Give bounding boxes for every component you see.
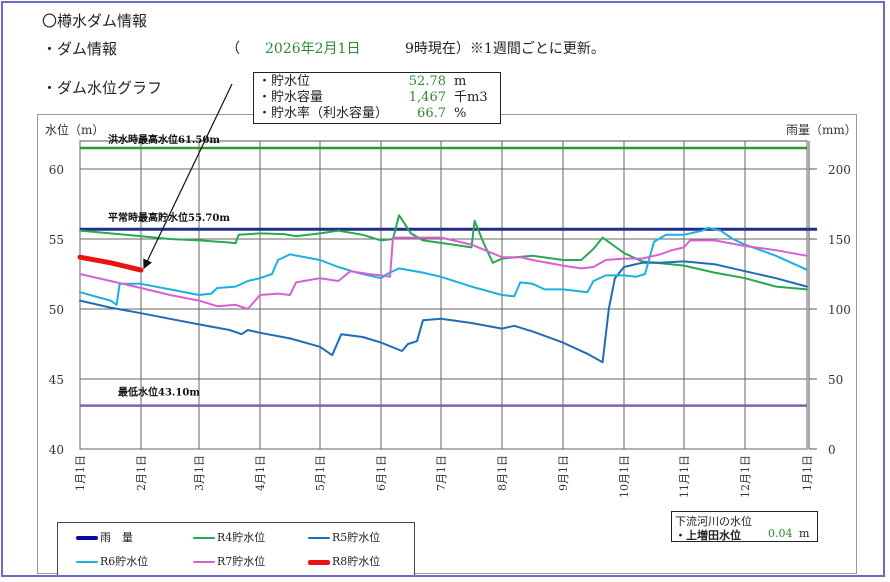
info-label: ・貯水率（利水容量） bbox=[258, 106, 389, 121]
info-label: ・貯水容量 bbox=[258, 90, 324, 105]
info-value: 1,467 bbox=[408, 90, 446, 105]
downstream-title: 下流河川の水位 bbox=[675, 515, 752, 528]
graph-heading: ・ダム水位グラフ bbox=[42, 79, 163, 97]
legend-swatch bbox=[193, 561, 215, 563]
legend-swatch bbox=[193, 537, 215, 539]
info-value: 66.7 bbox=[417, 106, 446, 121]
storage-info-box: ・貯水位 52.78 m ・貯水容量 1,467 千m3 ・貯水率（利水容量） … bbox=[253, 72, 501, 124]
downstream-value: 0.04 bbox=[768, 527, 793, 540]
info-unit: 千m3 bbox=[454, 90, 488, 105]
info-label: ・貯水位 bbox=[258, 74, 311, 89]
legend-swatch bbox=[308, 537, 330, 539]
legend-label: R5貯水位 bbox=[332, 531, 381, 544]
page-title: 〇樽水ダム情報 bbox=[42, 12, 148, 30]
legend-label: R8貯水位 bbox=[332, 555, 381, 568]
legend-item-r4: R4貯水位 bbox=[193, 531, 265, 545]
update-time-note: 9時現在）※1週間ごとに更新。 bbox=[405, 41, 605, 57]
chart-legend: 雨 量 R4貯水位 R5貯水位 R6貯水位 R7貯水位 R8貯水位 bbox=[57, 522, 415, 575]
update-date: 2026年2月1日 bbox=[265, 41, 361, 57]
info-value: 52.78 bbox=[408, 74, 446, 89]
info-unit: % bbox=[454, 106, 467, 121]
legend-swatch bbox=[308, 559, 330, 565]
legend-label: 雨 量 bbox=[100, 531, 133, 544]
info-row-storage-rate: ・貯水率（利水容量） 66.7 % bbox=[258, 106, 498, 122]
legend-label: R6貯水位 bbox=[100, 555, 149, 568]
legend-label: R4貯水位 bbox=[217, 531, 266, 544]
dam-info-heading: ・ダム情報 bbox=[42, 40, 118, 58]
legend-item-r8: R8貯水位 bbox=[308, 555, 380, 569]
legend-item-r5: R5貯水位 bbox=[308, 531, 380, 545]
info-row-storage-volume: ・貯水容量 1,467 千m3 bbox=[258, 90, 498, 106]
legend-swatch bbox=[76, 561, 98, 563]
chart-area bbox=[37, 114, 857, 574]
downstream-label: ・上増田水位 bbox=[675, 529, 741, 542]
open-paren: （ bbox=[226, 41, 240, 57]
downstream-unit: m bbox=[799, 527, 810, 540]
downstream-level-box: 下流河川の水位 ・上増田水位 0.04 m bbox=[671, 511, 818, 542]
info-unit: m bbox=[454, 74, 467, 89]
legend-item-r7: R7貯水位 bbox=[193, 555, 265, 569]
legend-item-rain: 雨 量 bbox=[76, 531, 133, 545]
legend-swatch bbox=[76, 536, 98, 540]
legend-item-r6: R6貯水位 bbox=[76, 555, 148, 569]
legend-label: R7貯水位 bbox=[217, 555, 266, 568]
info-row-water-level: ・貯水位 52.78 m bbox=[258, 74, 498, 90]
